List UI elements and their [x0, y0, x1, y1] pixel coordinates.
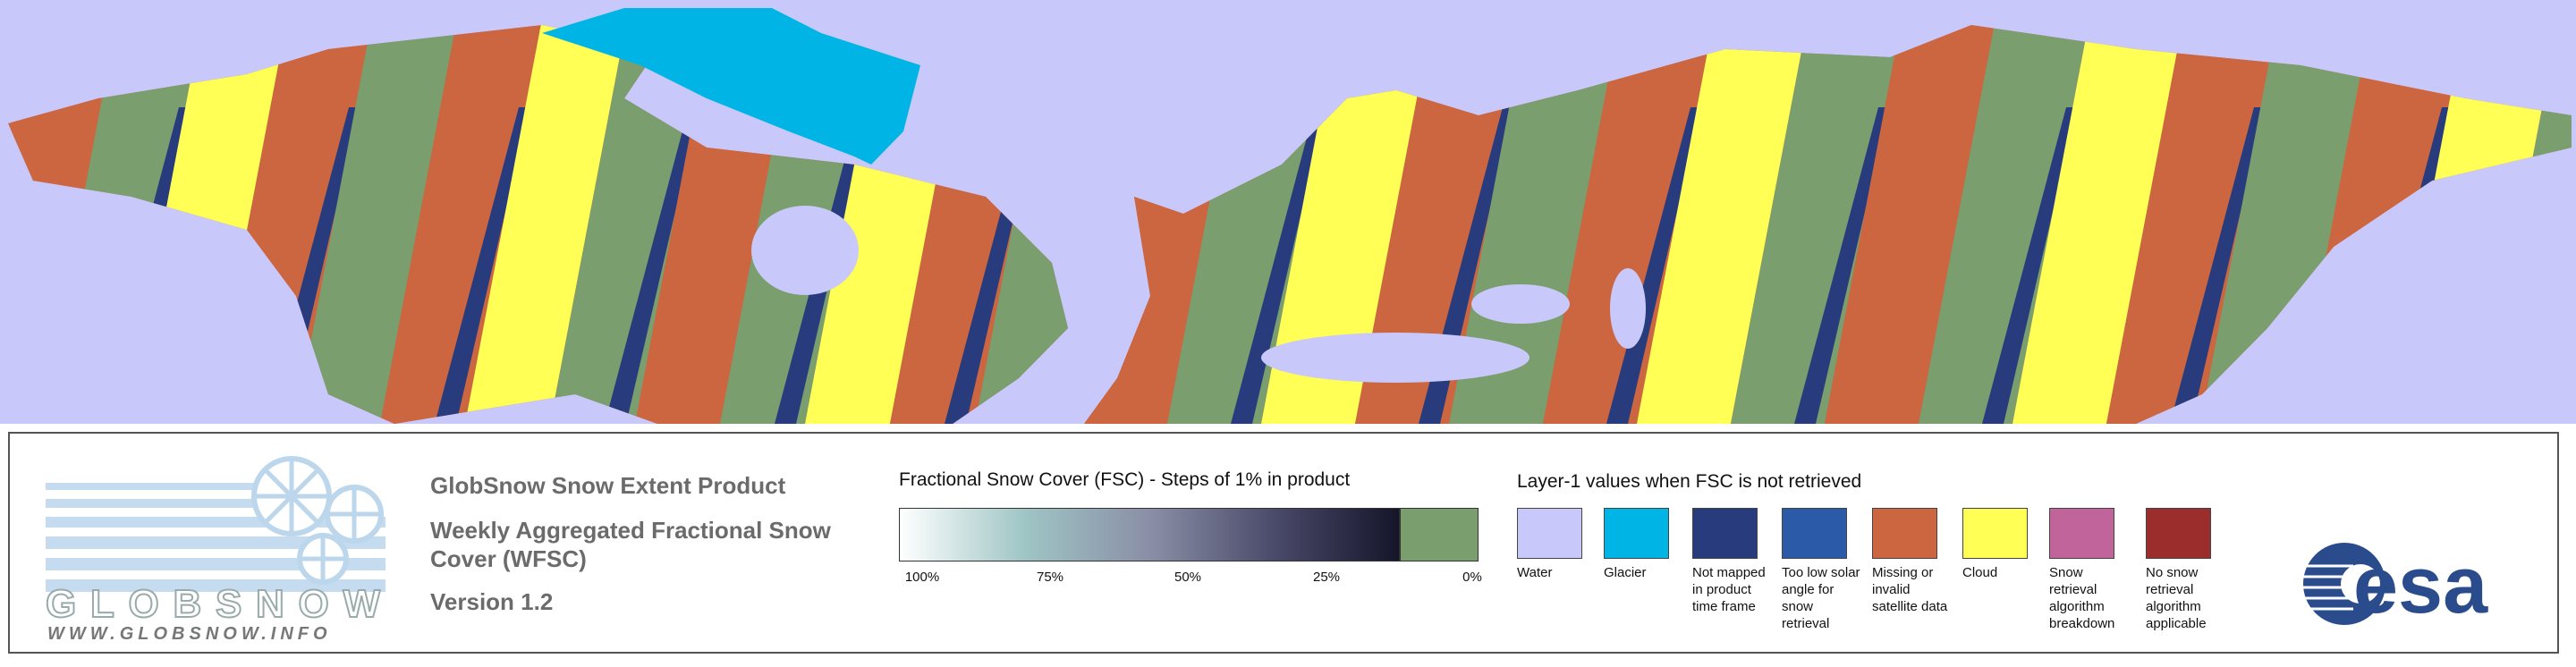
greenland — [542, 8, 920, 165]
legend-label: Too low solar angle for snow retrieval — [1782, 565, 1860, 631]
hudson-bay — [751, 206, 859, 295]
agency-name: esa — [2353, 541, 2488, 629]
unmapped-gap — [435, 107, 530, 424]
logo-url: WWW.GLOBSNOW.INFO — [47, 624, 332, 644]
fsc-colorbar — [899, 508, 1400, 561]
swath — [465, 25, 631, 424]
legend-label: Cloud — [1962, 565, 1998, 580]
swath — [2106, 25, 2281, 424]
product-title: GlobSnow Snow Extent Product — [430, 472, 786, 499]
mediterranean — [1261, 333, 1530, 383]
legend-swatch — [2049, 508, 2114, 559]
fsc-title: Fractional Snow Cover (FSC) - Steps of 1… — [899, 469, 1351, 490]
unmapped-gap — [1231, 107, 1326, 424]
legend-label: No snow retrieval algorithm applicable — [2146, 565, 2207, 631]
unmapped-gap — [2170, 107, 2265, 424]
product-subtitle: Weekly Aggregated Fractional Snow Cover … — [430, 517, 831, 572]
legend-label: Missing or invalid satellite data — [1872, 565, 1948, 614]
swath — [1731, 25, 1905, 424]
unmapped-gap — [1794, 107, 1889, 424]
snow-free-swatch — [1400, 508, 1479, 561]
swath — [1825, 25, 1999, 424]
fsc-tick-label: 0% — [1462, 570, 1482, 585]
snow-map — [0, 0, 2576, 424]
swath — [2200, 25, 2375, 424]
swath — [1261, 25, 1436, 424]
product-version: Version 1.2 — [430, 588, 554, 615]
swath — [1637, 25, 1811, 424]
legend-label: Not mapped in product time frame — [1692, 565, 1766, 614]
legend-swatch — [1782, 508, 1847, 559]
caspian-sea — [1610, 268, 1646, 349]
esa-logo: esa — [2303, 541, 2488, 629]
swath — [380, 25, 546, 424]
unmapped-gap — [605, 107, 699, 424]
layer1-title: Layer-1 values when FSC is not retrieved — [1517, 471, 1862, 492]
fsc-tick-label: 50% — [1174, 570, 1202, 585]
black-sea — [1471, 284, 1570, 324]
legend-swatch — [1517, 508, 1582, 559]
legend-swatch — [1962, 508, 2028, 559]
legend-label: Snow retrieval algorithm breakdown — [2049, 565, 2115, 631]
swath — [295, 25, 461, 424]
swath — [1919, 25, 2093, 424]
swath — [1543, 25, 1717, 424]
legend-swatch — [1872, 508, 1937, 559]
legend-swatch — [1604, 508, 1669, 559]
fsc-tick-label: 75% — [1036, 570, 1064, 585]
unmapped-gap — [1982, 107, 2077, 424]
globsnow-logo: GLOBSNOW WWW.GLOBSNOW.INFO — [45, 456, 386, 644]
legend-label: Water — [1517, 565, 1553, 580]
fsc-tick-label: 25% — [1312, 570, 1341, 585]
legend-swatch — [2146, 508, 2211, 559]
swath — [2012, 25, 2187, 424]
legend-panel: GLOBSNOW WWW.GLOBSNOW.INFO GlobSnow Snow… — [8, 432, 2559, 654]
fsc-tick-label: 100% — [904, 570, 940, 585]
legend-label: Glacier — [1604, 565, 1647, 580]
legend-swatch — [1692, 508, 1758, 559]
